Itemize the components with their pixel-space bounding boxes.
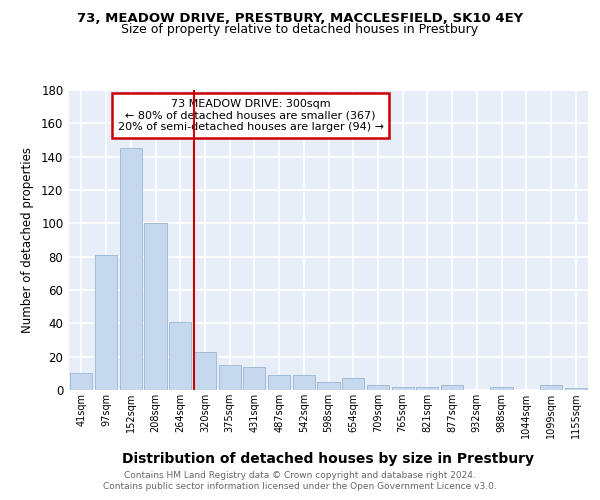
Bar (565, 388, 587, 390)
Bar (342, 378, 364, 390)
Text: 73, MEADOW DRIVE, PRESTBURY, MACCLESFIELD, SK10 4EY: 73, MEADOW DRIVE, PRESTBURY, MACCLESFIEL… (77, 12, 523, 26)
Bar (317, 382, 340, 390)
Bar (119, 148, 142, 390)
Bar (70, 374, 92, 390)
Bar (268, 375, 290, 390)
Bar (194, 352, 216, 390)
X-axis label: Distribution of detached houses by size in Prestbury: Distribution of detached houses by size … (122, 452, 535, 466)
Text: Contains HM Land Registry data © Crown copyright and database right 2024.: Contains HM Land Registry data © Crown c… (124, 471, 476, 480)
Text: Size of property relative to detached houses in Prestbury: Size of property relative to detached ho… (121, 22, 479, 36)
Bar (169, 322, 191, 390)
Text: Contains public sector information licensed under the Open Government Licence v3: Contains public sector information licen… (103, 482, 497, 491)
Bar (145, 224, 167, 390)
Bar (95, 255, 117, 390)
Bar (243, 366, 265, 390)
Bar (540, 385, 562, 390)
Bar (490, 386, 512, 390)
Bar (392, 386, 414, 390)
Text: 73 MEADOW DRIVE: 300sqm
← 80% of detached houses are smaller (367)
20% of semi-d: 73 MEADOW DRIVE: 300sqm ← 80% of detache… (118, 99, 383, 132)
Bar (218, 365, 241, 390)
Bar (416, 386, 439, 390)
Bar (293, 375, 315, 390)
Bar (441, 385, 463, 390)
Y-axis label: Number of detached properties: Number of detached properties (21, 147, 34, 333)
Bar (367, 385, 389, 390)
